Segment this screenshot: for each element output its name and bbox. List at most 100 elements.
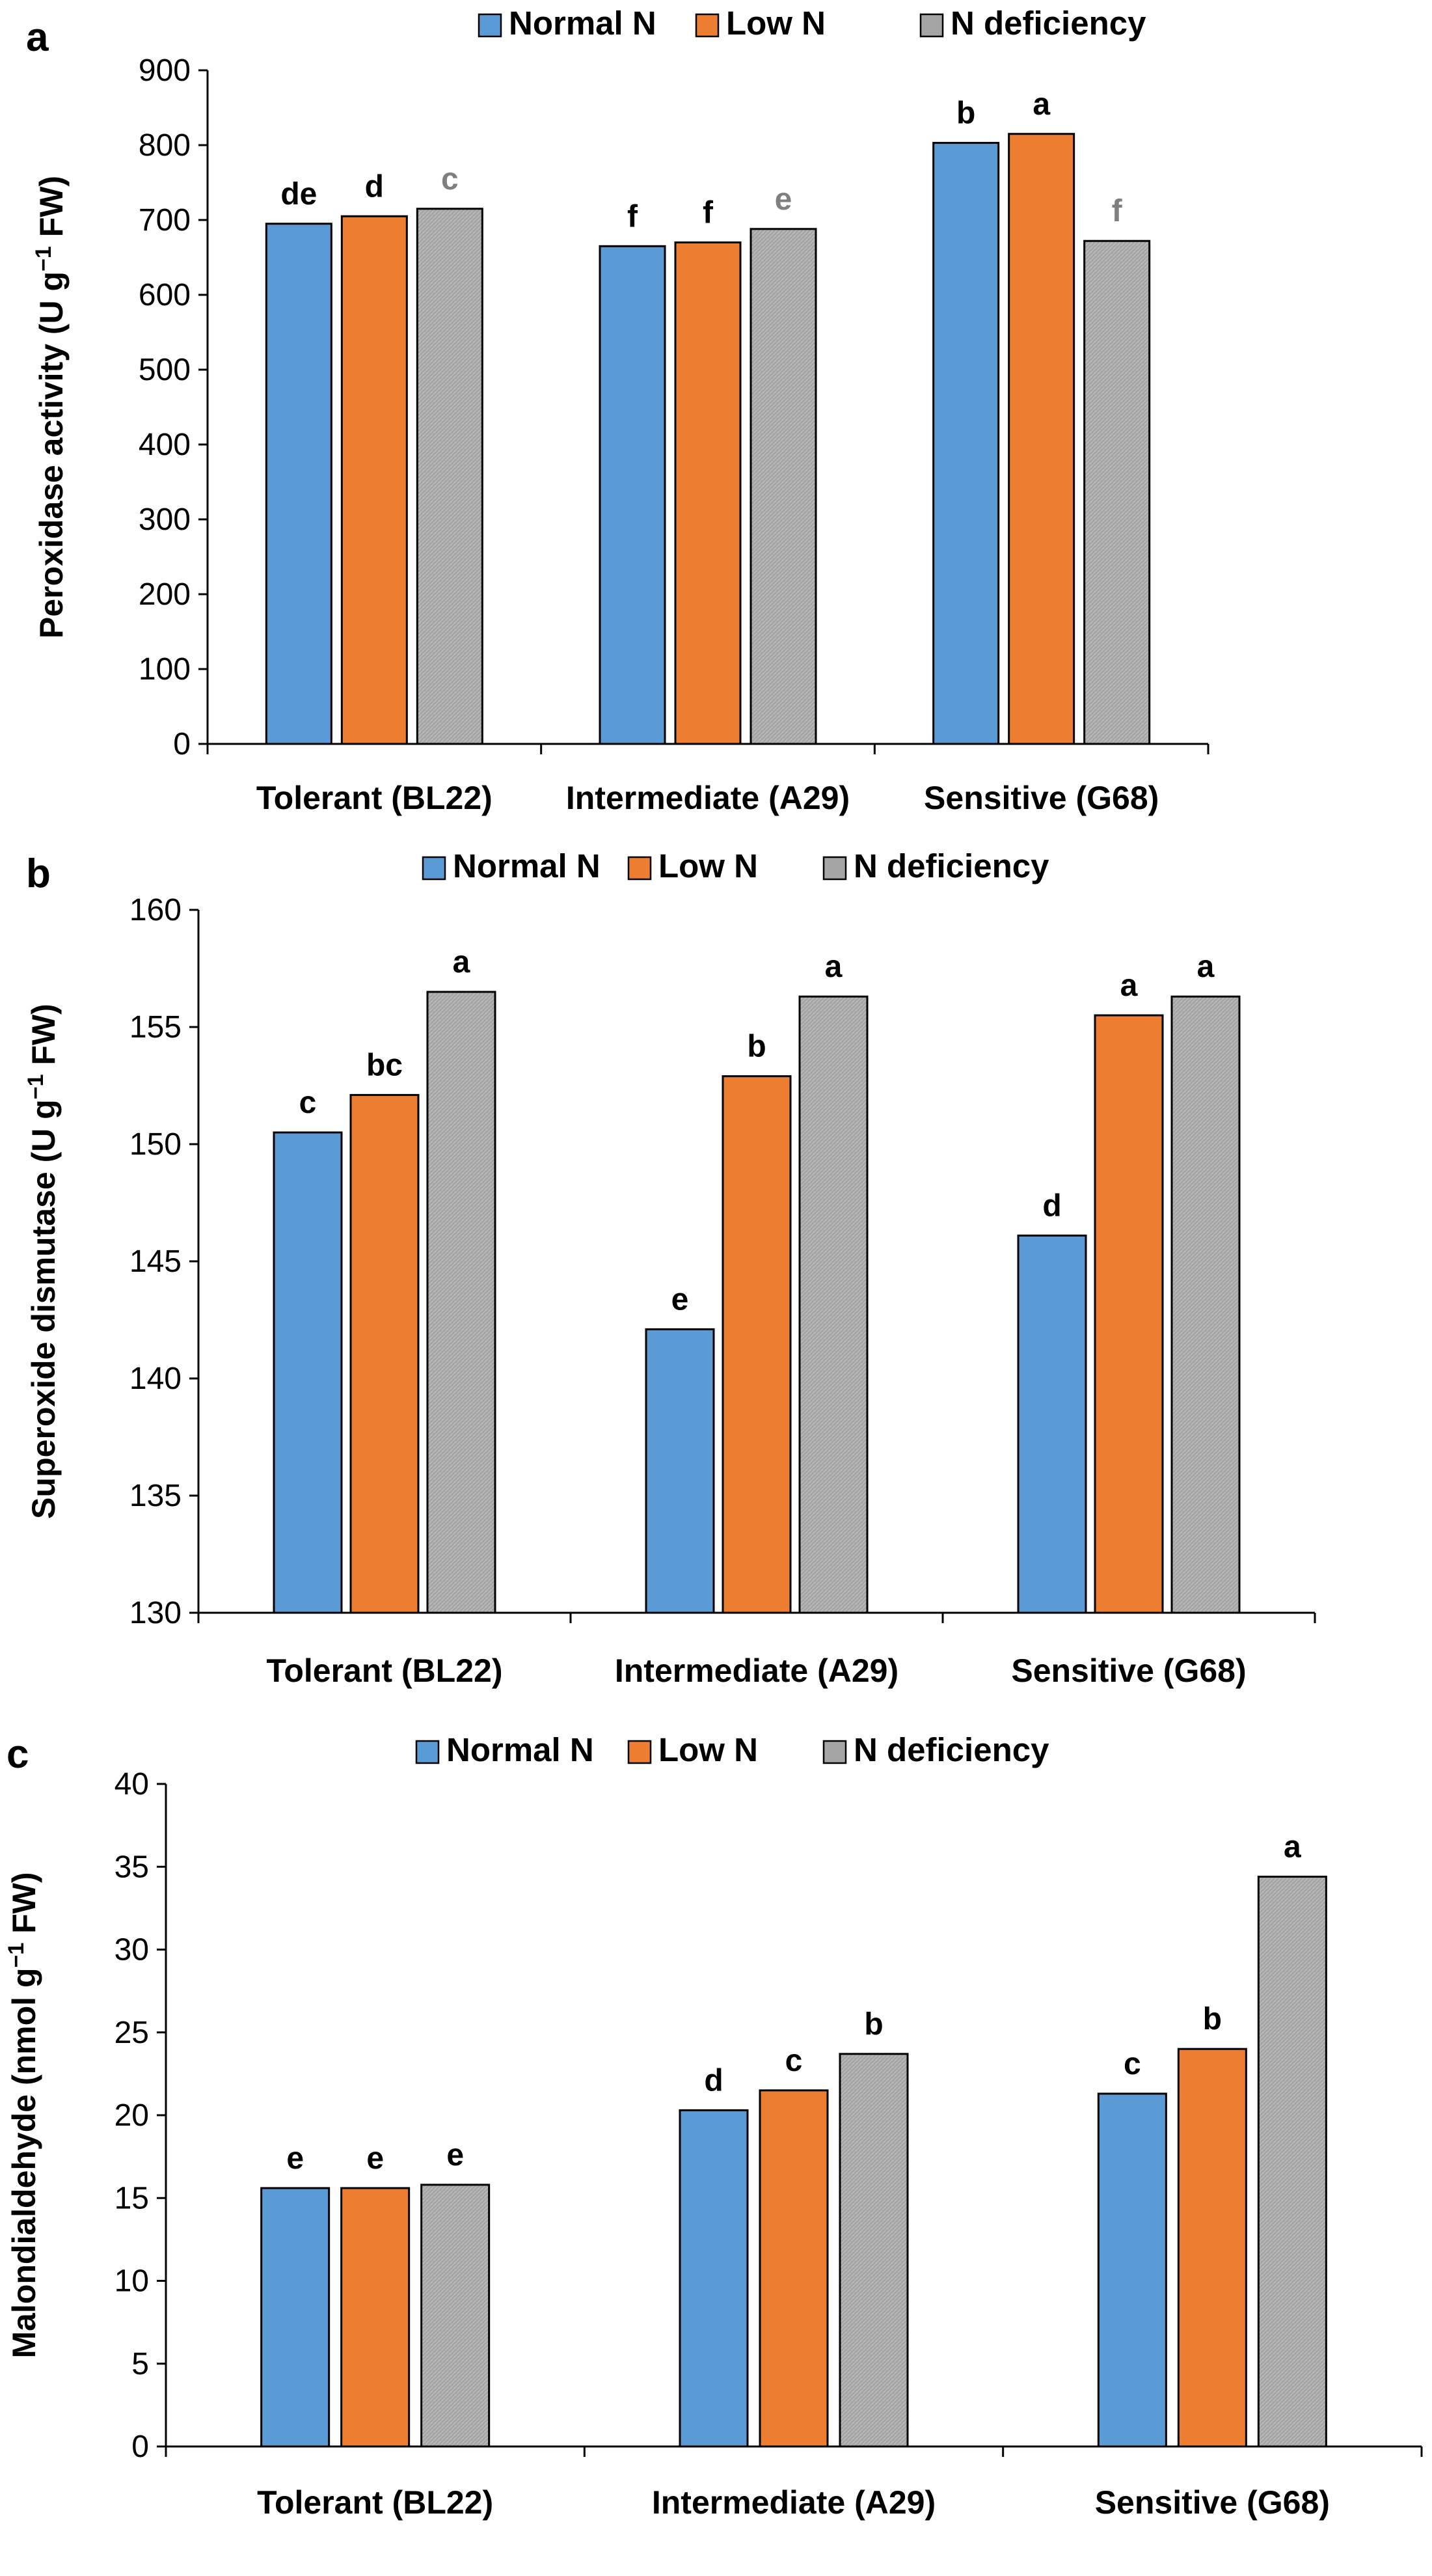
category-label: Tolerant (BL22): [267, 1652, 503, 1689]
significance-letter: bc: [366, 1048, 403, 1082]
y-tick-label: 20: [115, 2098, 149, 2133]
significance-letter: a: [453, 945, 470, 980]
y-tick-label: 130: [129, 1596, 182, 1630]
significance-letter: f: [1112, 194, 1123, 228]
y-axis-title-superscript: −1: [31, 246, 56, 271]
significance-letter: e: [366, 2141, 384, 2176]
significance-letter: e: [671, 1282, 689, 1317]
significance-letter: a: [1033, 87, 1050, 122]
y-tick-label: 40: [115, 1767, 149, 1802]
y-tick-label: 300: [139, 502, 191, 537]
significance-letter: e: [286, 2141, 304, 2176]
chart-panel-c: c Normal N Low N N deficiency 0 5 10 15 20 25 30 35…: [4, 1731, 1423, 2521]
y-axis-title-end: FW): [25, 1004, 62, 1074]
significance-letter: d: [365, 169, 384, 204]
legend-label-low-n: Low N: [658, 1731, 758, 1768]
y-axis-title-end: FW): [33, 176, 70, 246]
bar-n-deficiency: [1257, 1876, 1327, 2448]
y-axis-title: Peroxidase activity (U g−1 FW): [31, 176, 70, 638]
legend-label-normal-n: Normal N: [453, 847, 601, 884]
y-tick-label: 200: [139, 577, 191, 612]
chart-panel-a: a Normal N Low N N deficiency 0 100 200 300 400 5…: [26, 5, 1209, 816]
bar-normal-n: [599, 245, 666, 745]
significance-letter: e: [775, 182, 792, 217]
y-tick-label: 800: [139, 128, 191, 163]
y-tick-label: 100: [139, 652, 191, 687]
category-label: Sensitive (G68): [1095, 2484, 1330, 2521]
y-axis-title-superscript: −1: [4, 1943, 29, 1968]
category-label: Sensitive (G68): [924, 780, 1159, 816]
y-axis-title-superscript: −1: [23, 1074, 48, 1099]
significance-letter: de: [280, 177, 317, 212]
significance-letter: c: [785, 2044, 803, 2078]
bar-normal-n: [932, 142, 1000, 745]
legend-swatch-normal-n: [478, 13, 502, 38]
bar-low-n: [340, 2187, 411, 2448]
legend-swatch-low-n: [627, 1740, 652, 1764]
legend-label-low-n: Low N: [726, 5, 826, 42]
y-tick-label: 155: [129, 1010, 182, 1045]
y-tick-label: 140: [129, 1362, 182, 1396]
legend-swatch-n-deficiency: [822, 856, 847, 881]
bar-normal-n: [265, 223, 332, 745]
significance-letter: d: [1042, 1188, 1061, 1223]
bar-n-deficiency: [839, 2053, 909, 2448]
y-tick-label: 700: [139, 203, 191, 238]
y-tick-label: 25: [115, 2016, 149, 2050]
legend-swatch-low-n: [627, 856, 652, 881]
significance-letter: c: [1124, 2047, 1141, 2081]
bar-normal-n: [260, 2187, 331, 2448]
bar-n-deficiency: [416, 208, 483, 745]
y-tick-label: 150: [129, 1127, 182, 1162]
bar-n-deficiency: [750, 228, 817, 745]
y-tick-label: 0: [131, 2430, 149, 2464]
y-axis-title-main: Malondialdehyde (nmol g: [6, 1968, 42, 2359]
significance-letter: b: [1203, 2002, 1222, 2036]
significance-letter: b: [956, 96, 975, 131]
bar-low-n: [722, 1075, 792, 1614]
y-tick-label: 500: [139, 353, 191, 387]
bar-n-deficiency: [1170, 995, 1241, 1614]
y-axis-title-end: FW): [6, 1872, 42, 1942]
significance-letter: f: [627, 199, 638, 234]
panel-letter: b: [26, 851, 51, 896]
legend-label-n-deficiency: N deficiency: [854, 847, 1049, 884]
legend-swatch-n-deficiency: [919, 13, 944, 38]
significance-letter: c: [441, 162, 459, 197]
y-tick-label: 900: [139, 53, 191, 88]
legend-label-normal-n: Normal N: [446, 1731, 594, 1768]
significance-letter: c: [299, 1086, 317, 1120]
y-tick-label: 30: [115, 1933, 149, 1967]
bar-n-deficiency: [1083, 240, 1151, 745]
panel-letter: a: [26, 15, 49, 60]
significance-letter: e: [446, 2138, 464, 2172]
category-label: Sensitive (G68): [1011, 1652, 1246, 1689]
bar-normal-n: [273, 1131, 343, 1614]
bar-normal-n: [645, 1328, 715, 1614]
significance-letter: a: [1284, 1830, 1301, 1865]
legend-swatch-normal-n: [415, 1740, 440, 1764]
y-axis-title: Superoxide dismutase (U g−1 FW): [23, 1004, 62, 1519]
chart-panel-b: b Normal N Low N N deficiency 130 135 140 145 15…: [23, 847, 1316, 1689]
bar-low-n: [340, 215, 408, 745]
y-tick-label: 15: [115, 2181, 149, 2215]
legend-label-normal-n: Normal N: [509, 5, 656, 42]
bar-low-n: [1008, 133, 1075, 745]
bar-low-n: [349, 1093, 420, 1614]
category-label: Intermediate (A29): [566, 780, 850, 816]
y-axis-title-main: Peroxidase activity (U g: [33, 271, 70, 638]
category-label: Tolerant (BL22): [256, 780, 493, 816]
y-tick-label: 0: [173, 727, 191, 761]
legend-swatch-low-n: [695, 13, 720, 38]
bar-low-n: [1094, 1014, 1164, 1614]
y-tick-label: 5: [131, 2347, 149, 2381]
significance-letter: b: [747, 1030, 766, 1064]
bar-normal-n: [1097, 2092, 1167, 2448]
y-axis-title-main: Superoxide dismutase (U g: [25, 1099, 62, 1519]
legend-label-n-deficiency: N deficiency: [951, 5, 1146, 42]
y-tick-label: 10: [115, 2264, 149, 2299]
legend-label-low-n: Low N: [658, 847, 758, 884]
legend-swatch-normal-n: [422, 856, 446, 881]
y-tick-label: 35: [115, 1850, 149, 1884]
